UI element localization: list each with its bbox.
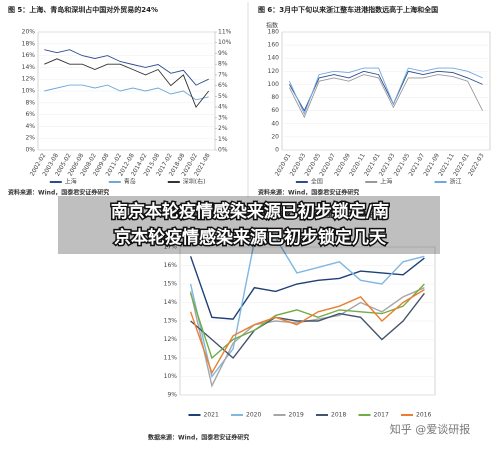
series-line <box>44 58 210 108</box>
legend-label: 2017 <box>374 412 389 419</box>
y-tick-label: 6% <box>25 111 35 118</box>
y2-tick-label: 0% <box>218 147 228 154</box>
y-tick-label: 11% <box>164 355 178 362</box>
y-tick-label: 18% <box>22 40 36 47</box>
headline-band <box>58 196 440 254</box>
y-tick-label: 9% <box>167 392 177 399</box>
y2-tick-label: 1% <box>218 136 228 143</box>
y-tick-label: 100 <box>268 81 280 88</box>
series-line <box>44 84 209 101</box>
legend-label: 深圳(右) <box>183 178 206 186</box>
y-tick-label: 20 <box>271 133 279 140</box>
source-note: 资料来源：Wind，国泰君安证券研究 <box>8 189 109 197</box>
y2-tick-label: 9% <box>218 50 228 57</box>
chart-title: 图 6：3月中下旬以来浙江整车进港指数远高于上海和全国 <box>258 5 438 14</box>
legend-label: 2021 <box>204 412 219 419</box>
y2-tick-label: 11% <box>218 29 232 36</box>
legend-label: 2020 <box>246 412 261 419</box>
legend-label: 全国 <box>311 178 323 186</box>
y2-tick-label: 10% <box>218 39 232 46</box>
y2-tick-label: 3% <box>218 114 228 121</box>
y-tick-label: 12% <box>164 336 178 343</box>
y-tick-label: 16% <box>22 52 36 59</box>
y-tick-label: 15% <box>164 281 178 288</box>
legend-label: 2018 <box>331 412 346 419</box>
y2-tick-label: 6% <box>218 82 228 89</box>
y-tick-label: 0 <box>275 147 279 154</box>
source-note: 资料来源：Wind，国泰君安证券研究 <box>258 189 359 197</box>
series-line <box>288 67 483 116</box>
y-tick-label: 80 <box>271 94 279 101</box>
legend-label: 浙江 <box>450 178 462 186</box>
y2-tick-label: 4% <box>218 104 228 111</box>
legend-label: 上海 <box>65 178 77 186</box>
series-line <box>189 256 425 320</box>
y-tick-label: 180 <box>268 29 280 36</box>
legend-label: 青岛 <box>124 178 136 186</box>
y-tick-label: 14% <box>22 64 36 71</box>
series-line <box>44 49 209 86</box>
series-line <box>190 292 425 360</box>
y-tick-label: 17% <box>164 244 178 251</box>
y2-tick-label: 7% <box>218 71 228 78</box>
headline: 京本轮疫情感染来源已初步锁定几天 <box>114 227 387 248</box>
y-tick-label: 13% <box>164 318 178 325</box>
legend-label: 上海 <box>380 178 392 186</box>
y2-tick-label: 5% <box>218 93 228 100</box>
watermark: 知乎 @爱谈研报 <box>390 422 471 436</box>
chart-title: 图 7：2022 年中国出口份额的趋势仍是回落，但回落速度和幅度相比较慢 <box>150 210 383 219</box>
y2-tick-label: 2% <box>218 125 228 132</box>
y-tick-label: 12% <box>22 76 36 83</box>
legend-label: 2019 <box>289 412 304 419</box>
y-tick-label: 0% <box>25 147 35 154</box>
chart-title: 图 5：上海、青岛和深圳占中国对外贸易的24% <box>8 5 158 14</box>
series-line <box>289 70 483 112</box>
y-tick-label: 60 <box>271 107 279 114</box>
y-tick-label: 10% <box>164 373 178 380</box>
y-tick-label: 120 <box>268 68 280 75</box>
y-tick-label: 20% <box>22 29 36 36</box>
y-tick-label: 160 <box>268 42 280 49</box>
series-line <box>189 237 425 379</box>
y2-tick-label: 8% <box>218 61 228 68</box>
source-note: 数据来源：Wind，国泰君安证券研究 <box>148 434 249 442</box>
y-tick-label: 140 <box>268 55 280 62</box>
y-tick-label: 40 <box>271 120 279 127</box>
headline: 南京本轮疫情感染来源已初步锁定/南 <box>111 201 389 222</box>
y-axis-label: 指数 <box>266 22 278 30</box>
series-line <box>288 74 484 119</box>
y-tick-label: 4% <box>25 123 35 130</box>
y-tick-label: 2% <box>25 135 35 142</box>
y-tick-label: 10% <box>22 88 36 95</box>
legend-label: 2016 <box>416 412 431 419</box>
series-line <box>189 289 425 375</box>
y-tick-label: 8% <box>25 99 35 106</box>
y-tick-label: 14% <box>164 299 178 306</box>
y-tick-label: 16% <box>164 262 178 269</box>
